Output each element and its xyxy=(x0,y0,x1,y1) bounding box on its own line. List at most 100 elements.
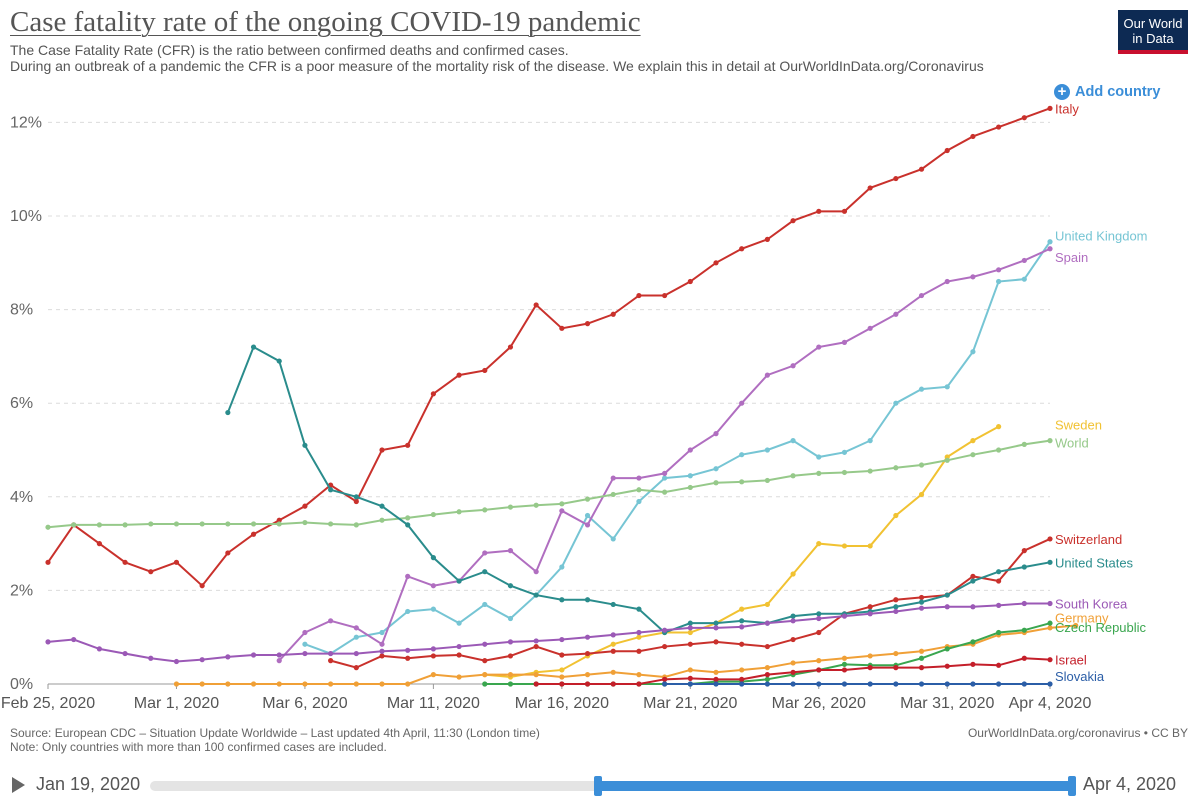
owid-logo[interactable]: Our World in Data xyxy=(1118,10,1188,54)
license-credit[interactable]: OurWorldInData.org/coronavirus • CC BY xyxy=(967,726,1188,740)
data-point-world xyxy=(456,509,462,515)
data-point-united-states xyxy=(816,611,822,617)
data-point-czech-republic xyxy=(482,681,488,687)
data-point-sweden xyxy=(610,641,616,647)
data-point-switzerland xyxy=(1021,548,1027,554)
data-point-italy xyxy=(430,391,436,397)
series-label-czech-republic: Czech Republic xyxy=(1055,620,1147,635)
inclusion-note: Note: Only countries with more than 100 … xyxy=(10,740,387,754)
data-point-south-korea xyxy=(739,624,745,630)
series-label-switzerland: Switzerland xyxy=(1055,532,1122,547)
timeline-selected-range[interactable] xyxy=(598,781,1072,791)
data-point-italy xyxy=(867,185,873,191)
data-point-slovakia xyxy=(944,681,950,687)
data-point-south-korea xyxy=(430,646,436,652)
data-point-sweden xyxy=(893,512,899,519)
add-country-button[interactable]: + Add country xyxy=(1054,84,1160,100)
data-point-world xyxy=(739,479,745,485)
data-point-world xyxy=(790,473,796,479)
data-point-switzerland xyxy=(636,648,642,654)
data-point-world xyxy=(405,515,411,521)
data-point-world xyxy=(45,524,51,530)
data-point-united-kingdom xyxy=(302,641,308,647)
data-point-germany xyxy=(610,669,616,675)
data-point-united-kingdom xyxy=(662,475,668,481)
data-point-world xyxy=(970,452,976,458)
data-point-slovakia xyxy=(893,681,899,687)
data-point-united-states xyxy=(430,555,436,561)
data-point-south-korea xyxy=(662,627,668,633)
data-point-united-kingdom xyxy=(482,601,488,608)
data-point-united-kingdom xyxy=(816,454,822,460)
data-point-switzerland xyxy=(610,648,616,654)
data-point-italy xyxy=(584,321,591,327)
series-label-united-states: United States xyxy=(1055,555,1134,570)
data-point-germany xyxy=(173,681,180,687)
data-point-italy xyxy=(45,559,51,565)
data-point-israel xyxy=(687,675,693,681)
data-point-germany xyxy=(482,672,488,678)
series-label-spain: Spain xyxy=(1055,250,1088,265)
data-point-united-kingdom xyxy=(764,447,770,453)
data-point-germany xyxy=(199,681,205,687)
data-point-spain xyxy=(507,548,514,554)
data-point-israel xyxy=(533,681,539,687)
data-point-south-korea xyxy=(353,650,359,657)
data-point-slovakia xyxy=(841,681,848,687)
data-point-italy xyxy=(225,550,231,556)
data-point-spain xyxy=(893,311,899,317)
timeline-end-handle[interactable] xyxy=(1068,776,1076,796)
data-point-germany xyxy=(276,681,282,687)
data-point-spain xyxy=(302,629,308,636)
data-point-sweden xyxy=(867,543,873,549)
data-point-world xyxy=(173,521,180,527)
data-point-united-states xyxy=(584,597,591,603)
data-point-italy xyxy=(173,559,180,565)
data-point-south-korea xyxy=(970,604,976,610)
data-point-germany xyxy=(456,674,462,680)
data-point-germany xyxy=(430,672,436,678)
data-point-czech-republic xyxy=(970,639,976,645)
data-point-spain xyxy=(610,475,616,481)
data-point-united-kingdom xyxy=(893,400,899,406)
data-point-united-states xyxy=(687,620,693,626)
data-point-united-kingdom xyxy=(996,278,1002,285)
data-point-slovakia xyxy=(970,681,976,687)
data-point-germany xyxy=(533,672,539,678)
data-point-italy xyxy=(713,260,719,266)
play-icon[interactable] xyxy=(12,777,25,793)
y-tick-label: 4% xyxy=(10,489,33,506)
data-point-czech-republic xyxy=(944,646,950,652)
data-point-world xyxy=(199,521,205,527)
data-point-germany xyxy=(379,681,385,687)
data-point-world xyxy=(713,480,719,486)
data-point-world xyxy=(893,465,899,471)
data-point-spain xyxy=(662,470,668,476)
data-point-germany xyxy=(559,674,565,680)
data-point-spain xyxy=(918,292,925,299)
data-point-czech-republic xyxy=(1021,627,1027,633)
data-point-south-korea xyxy=(764,620,770,626)
timeline: Jan 19, 2020 Apr 4, 2020 xyxy=(0,766,1200,802)
data-point-israel xyxy=(816,667,822,673)
series-line-united-kingdom xyxy=(304,241,1051,655)
data-point-slovakia xyxy=(713,681,719,687)
y-tick-label: 0% xyxy=(10,676,33,693)
data-point-switzerland xyxy=(918,594,925,601)
data-point-united-states xyxy=(1021,564,1027,570)
data-point-sweden xyxy=(790,571,796,577)
data-point-spain xyxy=(1047,246,1053,252)
timeline-start-handle[interactable] xyxy=(594,776,602,796)
y-tick-label: 8% xyxy=(10,302,33,319)
y-tick-label: 12% xyxy=(10,114,42,131)
timeline-end-label: Apr 4, 2020 xyxy=(1083,774,1177,794)
data-point-switzerland xyxy=(584,650,591,657)
x-tick-label: Mar 21, 2020 xyxy=(643,695,737,712)
data-point-switzerland xyxy=(970,573,976,579)
data-point-south-korea xyxy=(45,639,51,645)
data-point-switzerland xyxy=(1047,536,1053,542)
series-label-slovakia: Slovakia xyxy=(1055,669,1105,684)
data-point-czech-republic xyxy=(507,681,514,687)
data-point-united-states xyxy=(328,487,334,493)
data-point-switzerland xyxy=(533,643,539,650)
